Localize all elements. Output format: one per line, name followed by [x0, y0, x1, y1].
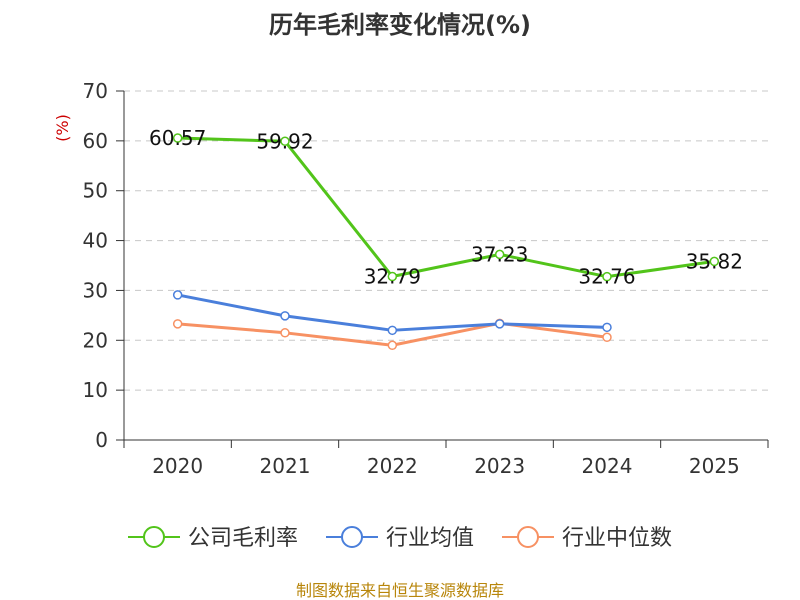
legend[interactable]: 公司毛利率 行业均值 行业中位数: [128, 526, 672, 551]
data-label: 32.79: [364, 265, 421, 289]
legend-item[interactable]: 行业均值: [326, 526, 474, 551]
legend-marker-icon: [341, 526, 363, 548]
data-point: [172, 290, 183, 300]
data-label: 35.82: [686, 249, 743, 273]
data-label: 32.76: [578, 265, 635, 289]
data-label: 37.23: [471, 242, 528, 266]
source-note: 制图数据来自恒生聚源数据库: [296, 581, 504, 600]
x-tick-label: 2021: [260, 454, 311, 478]
data-point: [709, 256, 720, 267]
y-axis-unit: (%): [53, 114, 72, 142]
data-point: [387, 271, 398, 282]
x-tick-label: 2025: [689, 454, 740, 478]
data-point: [602, 332, 612, 343]
y-tick-label: 40: [83, 229, 108, 253]
series-group: [172, 133, 720, 351]
y-tick-label: 60: [83, 129, 108, 153]
data-label: 60.57: [149, 126, 206, 150]
data-point: [172, 319, 183, 329]
legend-label: 行业中位数: [562, 526, 672, 551]
x-tick-label: 2022: [367, 454, 418, 478]
data-point: [494, 249, 505, 260]
series-line: [177, 136, 715, 279]
data-point: [172, 133, 183, 143]
data-point: [387, 325, 398, 336]
data-point: [602, 322, 612, 333]
y-tick-label: 10: [83, 378, 108, 402]
legend-item[interactable]: 行业中位数: [502, 526, 672, 551]
data-point: [280, 328, 290, 338]
data-point: [387, 340, 398, 351]
legend-marker-icon: [517, 526, 539, 548]
x-tick-label: 2024: [582, 454, 633, 478]
data-labels: 60.57 59.92 32.79 37.23 32.76 35.82: [149, 126, 743, 289]
data-point: [280, 311, 290, 321]
axes: 0 10 20 30 40 50 60 70 2020 2021 2022 2023 2024 2025: [83, 79, 769, 478]
y-tick-label: 50: [83, 179, 108, 203]
chart-title: 历年毛利率变化情况(%): [269, 11, 531, 39]
x-tick-label: 2023: [474, 454, 525, 478]
legend-label: 行业均值: [386, 526, 474, 551]
y-tick-label: 20: [83, 328, 108, 352]
legend-label: 公司毛利率: [188, 526, 298, 551]
legend-marker-icon: [143, 526, 165, 548]
grid-lines: [124, 90, 768, 391]
y-tick-label: 30: [83, 278, 108, 302]
y-tick-label: 0: [95, 428, 108, 452]
series-line: [177, 293, 608, 332]
data-point: [494, 319, 505, 329]
data-label: 59.92: [256, 129, 313, 153]
legend-item[interactable]: 公司毛利率: [128, 526, 298, 551]
data-point: [280, 136, 290, 147]
data-point: [602, 271, 612, 282]
x-tick-label: 2020: [152, 454, 203, 478]
y-tick-label: 70: [83, 79, 108, 103]
